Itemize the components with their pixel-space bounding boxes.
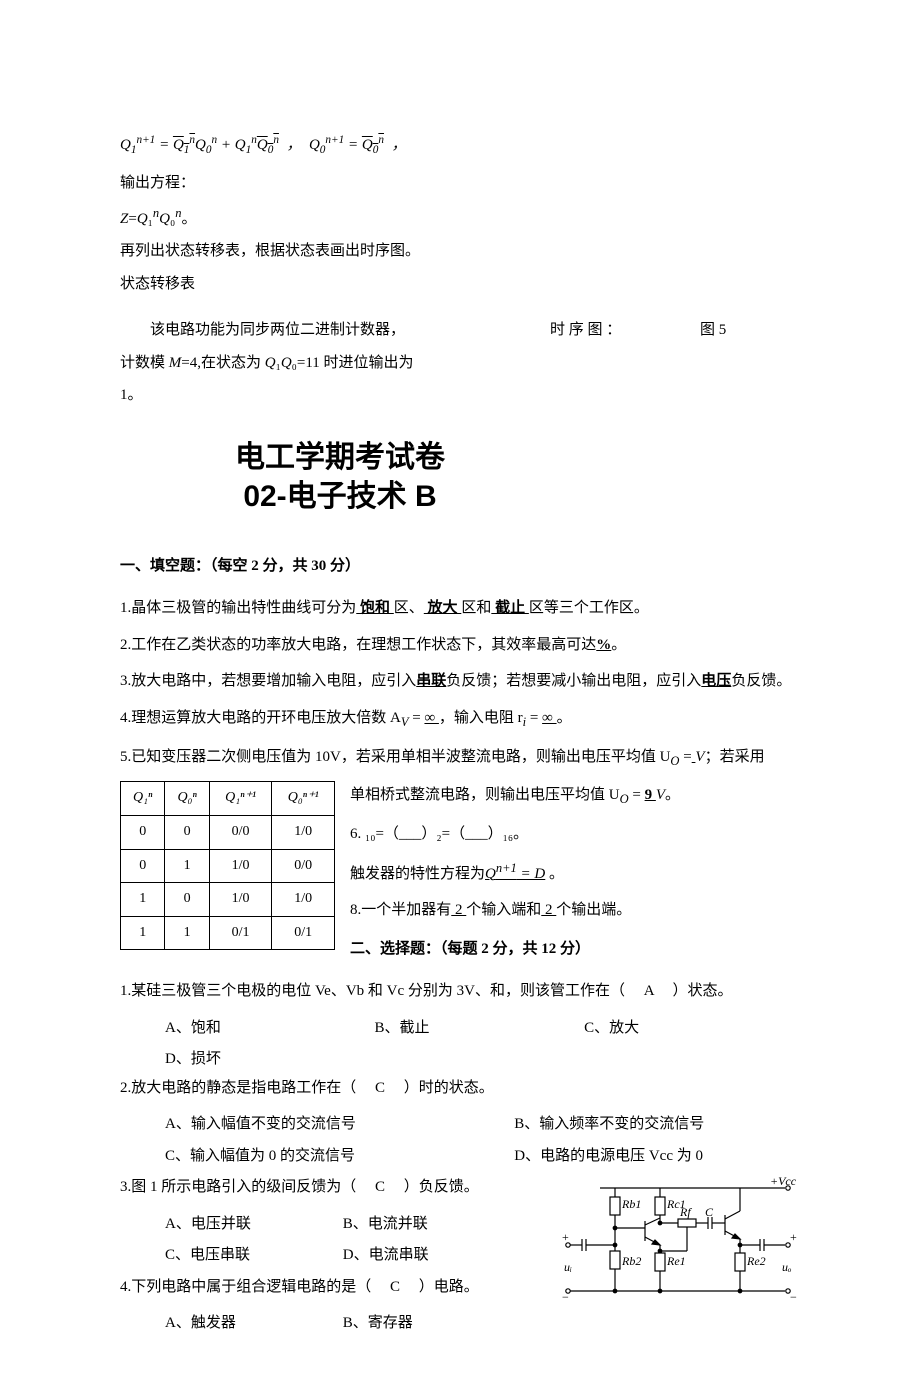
label-rb2: Rb2	[621, 1254, 641, 1268]
q3-opt-a: A、电压并联	[165, 1210, 343, 1239]
choice-q2: 2.放大电路的静态是指电路工作在（ C ）时的状态。	[120, 1074, 800, 1103]
q1-opt-c: C、放大	[584, 1014, 794, 1043]
fill-q6: 6. ₁₀=（___）₂=（___）₁₆。	[350, 820, 800, 849]
q1-opt-a: A、饱和	[165, 1014, 375, 1043]
q2-opt-a: A、输入幅值不变的交流信号	[165, 1110, 514, 1139]
table-row: 1 1 0/1 0/1	[121, 916, 335, 950]
th-q0n: Q₀ⁿ	[165, 782, 209, 816]
section1-header: 一、填空题：（每空 2 分，共 30 分）	[120, 552, 800, 581]
th-q1n: Q₁ⁿ	[121, 782, 165, 816]
q3-options-r1: A、电压并联 B、电流并联	[165, 1210, 560, 1242]
output-eq-label: 输出方程：	[120, 169, 800, 198]
q2-options-r2: C、输入幅值为 0 的交流信号 D、电路的电源电压 Vcc 为 0	[165, 1142, 800, 1174]
fill-q7: 触发器的特性方程为Qn+1 = D 。	[350, 857, 800, 889]
table-and-q5to8: Q₁ⁿ Q₀ⁿ Q₁ⁿ⁺¹ Q₀ⁿ⁺¹ 0 0 0/0 1/0 0 1 1/0 …	[120, 781, 800, 977]
choice-q1: 1.某硅三极管三个电极的电位 Ve、Vb 和 Vc 分别为 3V、和，则该管工作…	[120, 977, 800, 1006]
q1-opt-b: B、截止	[375, 1014, 585, 1043]
svg-text:+: +	[790, 1230, 797, 1244]
q3-opt-b: B、电流并联	[343, 1210, 428, 1239]
desc-cont2: 1。	[120, 381, 800, 410]
title-line1: 电工学期考试卷	[160, 438, 520, 477]
label-rf: Rf	[679, 1205, 692, 1219]
q2-options-r1: A、输入幅值不变的交流信号 B、输入频率不变的交流信号	[165, 1110, 800, 1142]
q3-opt-c: C、电压串联	[165, 1241, 343, 1270]
fill-q2: 2.工作在乙类状态的功率放大电路，在理想工作状态下，其效率最高可达%。	[120, 631, 800, 660]
fill-q4: 4.理想运算放大电路的开环电压放大倍数 AV = ∞ ，输入电阻 ri = ∞ …	[120, 704, 800, 735]
state-table-label: 状态转移表	[120, 270, 800, 299]
q4-opt-b: B、寄存器	[343, 1309, 413, 1338]
th-q1n1: Q₁ⁿ⁺¹	[209, 782, 272, 816]
fill-q5: 5.已知变压器二次侧电压值为 10V，若采用单相半波整流电路，则输出电压平均值 …	[120, 743, 800, 774]
section2-header: 二、选择题：（每题 2 分，共 12 分）	[350, 935, 800, 964]
svg-text:−: −	[562, 1290, 569, 1303]
circuit-figure: +Vcc Rb1 Rc1 Rf C Rb2 Re1 Re2 uᵢ uₒ + − …	[560, 1173, 800, 1341]
z-equation: Z=Q₁nQ₀n。	[120, 202, 800, 234]
table-row: 0 0 0/0 1/0	[121, 815, 335, 849]
q3-opt-d: D、电流串联	[343, 1241, 429, 1270]
table-row: 0 1 1/0 0/0	[121, 849, 335, 883]
q2-opt-d: D、电路的电源电压 Vcc 为 0	[514, 1142, 800, 1171]
fill-q8: 8.一个半加器有 2 个输入端和 2 个输出端。	[350, 896, 800, 925]
relist-text: 再列出状态转移表，根据状态表画出时序图。	[120, 237, 800, 266]
fig5-label: 图 5	[700, 316, 800, 345]
q1-options: A、饱和 B、截止 C、放大	[165, 1014, 800, 1046]
svg-text:−: −	[790, 1290, 797, 1303]
q2-opt-c: C、输入幅值为 0 的交流信号	[165, 1142, 514, 1171]
desc-cont1: 计数模 M=4,在状态为 Q₁Q₀=11 时进位输出为	[120, 349, 800, 378]
label-vcc: +Vcc	[770, 1174, 797, 1188]
choice-q4: 4.下列电路中属于组合逻辑电路的是（ C ）电路。	[120, 1273, 560, 1302]
timing-label: 时 序 图 ：	[550, 316, 700, 345]
exam-title: 电工学期考试卷 02-电子技术 B	[160, 438, 520, 516]
label-ui: uᵢ	[564, 1260, 572, 1274]
label-re1: Re1	[666, 1254, 686, 1268]
q2-opt-b: B、输入频率不变的交流信号	[514, 1110, 800, 1139]
label-re2: Re2	[746, 1254, 766, 1268]
timing-row: 该电路功能为同步两位二进制计数器， 时 序 图 ： 图 5	[120, 316, 800, 345]
svg-text:+: +	[562, 1230, 569, 1244]
label-rb1: Rb1	[621, 1197, 641, 1211]
q7-formula: Qn+1 = D	[485, 866, 545, 882]
table-row: 1 0 1/0 1/0	[121, 883, 335, 917]
q1-opt-d: D、损坏	[165, 1045, 800, 1074]
q4-options: A、触发器 B、寄存器	[165, 1309, 560, 1341]
fill-q5-line2: 单相桥式整流电路，则输出电压平均值 UO = 9 V。	[350, 781, 800, 812]
q3-options-r2: C、电压串联 D、电流串联	[165, 1241, 560, 1273]
label-c: C	[705, 1205, 714, 1219]
fill-q3: 3.放大电路中，若想要增加输入电阻，应引入串联负反馈；若想要减小输出电阻，应引入…	[120, 667, 800, 696]
choice-q3: 3.图 1 所示电路引入的级间反馈为（ C ）负反馈。	[120, 1173, 560, 1202]
state-equation: Q1n+1 = Q1nQ0n + Q1nQ0n ， Q0n+1 = Q0n ，	[120, 130, 800, 161]
circuit-desc: 该电路功能为同步两位二进制计数器，	[120, 316, 550, 345]
state-table: Q₁ⁿ Q₀ⁿ Q₁ⁿ⁺¹ Q₀ⁿ⁺¹ 0 0 0/0 1/0 0 1 1/0 …	[120, 781, 335, 950]
label-uo: uₒ	[782, 1260, 792, 1274]
th-q0n1: Q₀ⁿ⁺¹	[272, 782, 335, 816]
circuit-svg-icon: +Vcc Rb1 Rc1 Rf C Rb2 Re1 Re2 uᵢ uₒ + − …	[560, 1173, 800, 1303]
title-line2: 02-电子技术 B	[160, 477, 520, 516]
q4-opt-a: A、触发器	[165, 1309, 343, 1338]
fill-q1: 1.晶体三极管的输出特性曲线可分为 饱和 区、 放大 区和 截止 区等三个工作区…	[120, 594, 800, 623]
q3-q4-with-circuit: 3.图 1 所示电路引入的级间反馈为（ C ）负反馈。 A、电压并联 B、电流并…	[120, 1173, 800, 1341]
